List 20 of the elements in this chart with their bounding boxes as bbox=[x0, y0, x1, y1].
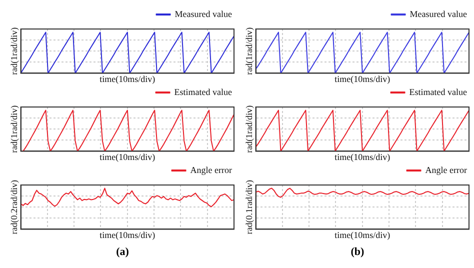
y-axis-title: rad(0.2rad/div) bbox=[8, 180, 19, 234]
y-axis-title: rad(1rad/div) bbox=[244, 27, 254, 75]
x-axis-title: time(10ms/div) bbox=[334, 74, 390, 84]
legend-label: Measured value bbox=[410, 8, 468, 19]
legend-label: Measured value bbox=[174, 8, 232, 19]
x-axis-title: time(10ms/div) bbox=[100, 74, 156, 84]
x-axis-title: time(10ms/div) bbox=[100, 230, 156, 240]
x-axis-title: time(10ms/div) bbox=[334, 230, 390, 240]
text: (b) bbox=[350, 246, 366, 258]
y-axis-title: rad(1rad/div) bbox=[244, 105, 254, 153]
legend-label: Angle error bbox=[190, 164, 232, 175]
text: (a) bbox=[115, 246, 130, 258]
legend-label: Estimated value bbox=[174, 86, 232, 97]
legend-label: Estimated value bbox=[409, 86, 468, 97]
legend-label: Angle error bbox=[425, 164, 468, 175]
x-axis-title: time(10ms/div) bbox=[334, 152, 390, 162]
y-axis-title: rad(1rad/div) bbox=[8, 27, 19, 75]
x-axis-title: time(10ms/div) bbox=[100, 152, 156, 162]
y-axis-title: rad(1rad/div) bbox=[8, 105, 19, 153]
y-axis-title: rad(0.1rad/div) bbox=[244, 180, 254, 234]
